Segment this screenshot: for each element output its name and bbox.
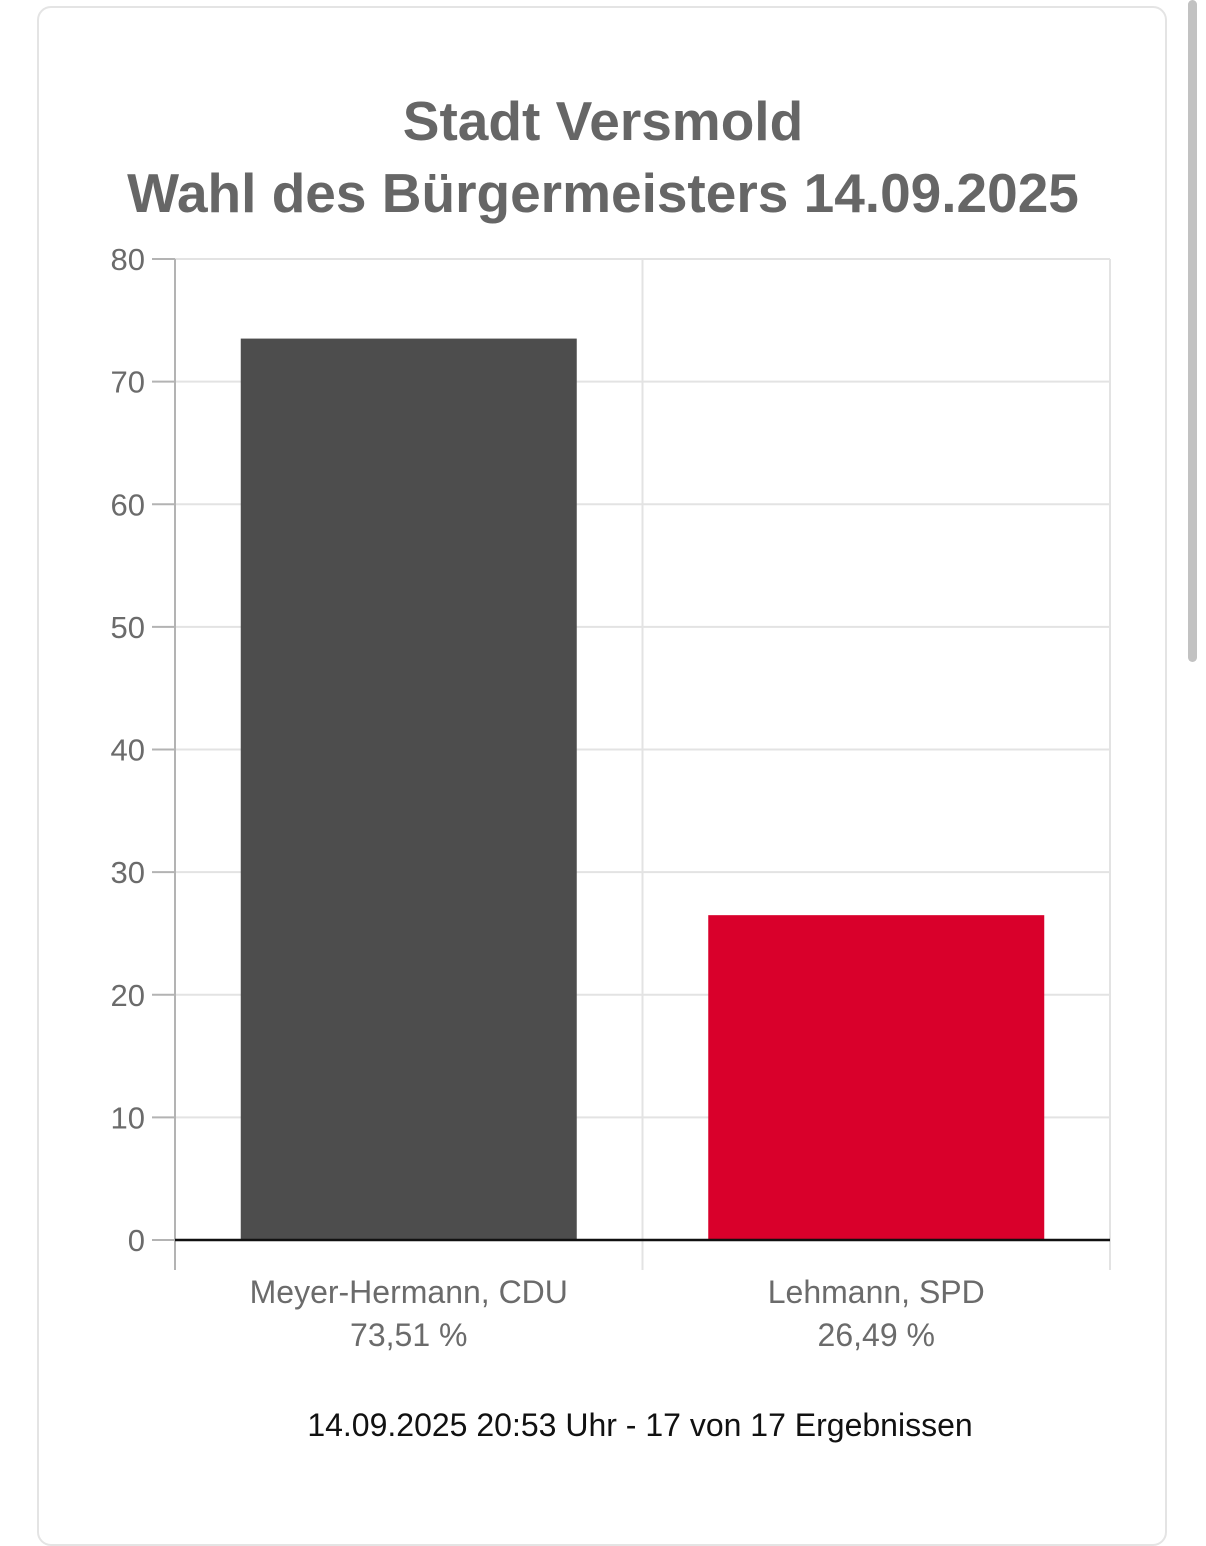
y-tick-label: 20 — [111, 978, 145, 1013]
y-tick-label: 60 — [111, 487, 145, 522]
x-category-label: Meyer-Hermann, CDU — [250, 1274, 568, 1310]
bar-chart: 0 10 20 30 40 50 60 70 80 Meyer-Hermann, CDU 73,51… — [111, 242, 1111, 1353]
y-tick-label: 10 — [111, 1100, 145, 1135]
y-tick-label: 80 — [111, 242, 145, 277]
results-status-text: 14.09.2025 20:53 Uhr - 17 von 17 Ergebni… — [307, 1407, 973, 1443]
y-tick-label: 0 — [128, 1223, 145, 1258]
chart-title: Stadt Versmold — [402, 90, 804, 152]
x-category-label: Lehmann, SPD — [768, 1274, 985, 1310]
y-tick-label: 40 — [111, 733, 145, 768]
chart-card — [37, 6, 1167, 1546]
y-tick-label: 50 — [111, 610, 145, 645]
chart-subtitle: Wahl des Bürgermeisters 14.09.2025 — [127, 162, 1079, 224]
bar-value-label: 73,51 % — [350, 1317, 467, 1353]
y-tick-label: 30 — [111, 855, 145, 890]
bar[interactable] — [708, 915, 1045, 1240]
y-tick-label: 70 — [111, 365, 145, 400]
bar-value-label: 26,49 % — [818, 1317, 935, 1353]
scrollbar[interactable] — [1188, 0, 1197, 662]
bar[interactable] — [240, 338, 577, 1240]
